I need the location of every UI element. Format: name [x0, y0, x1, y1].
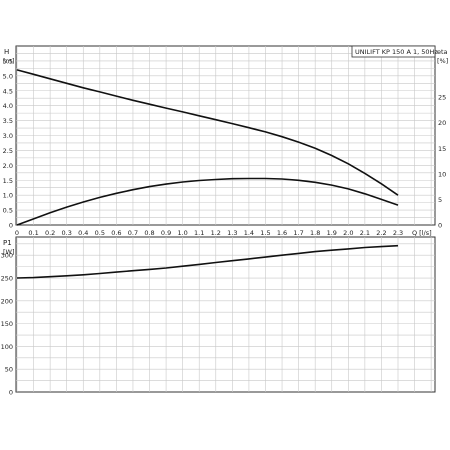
- flow-tick-label: 0.2: [45, 229, 55, 237]
- power-tick-label: 0: [9, 389, 13, 397]
- power-tick-label: 300: [1, 252, 13, 260]
- efficiency-tick-label: 5: [438, 196, 442, 204]
- flow-tick-label: 2.0: [343, 229, 353, 237]
- power-tick-label: 100: [1, 343, 13, 351]
- power-tick-label: 250: [1, 275, 13, 283]
- head-tick-label: 4.5: [3, 87, 13, 95]
- flow-tick-label: 1.4: [244, 229, 254, 237]
- head-efficiency-panel: 0 0.1 0.2 0.3 0.4 0.5 0.6 0.7 0.8 0.9 1.0 1.1 1.2 1.3…: [3, 45, 448, 237]
- efficiency-tick-label: 0: [438, 222, 442, 230]
- flow-tick-label: 1.1: [194, 229, 204, 237]
- flow-tick-label: 2.1: [360, 229, 370, 237]
- head-efficiency-grid: [16, 46, 435, 225]
- efficiency-curve: [16, 177, 399, 226]
- flow-tick-labels: 0 0.1 0.2 0.3 0.4 0.5 0.6 0.7 0.8 0.9 1.0 1.1 1.2 1.3…: [15, 229, 403, 237]
- power-tick-label: 50: [5, 366, 13, 374]
- flow-tick-label: 0: [15, 229, 19, 237]
- head-tick-label: 2.0: [3, 162, 13, 170]
- efficiency-tick-label: 20: [438, 119, 446, 127]
- flow-tick-label: 2.2: [376, 229, 386, 237]
- flow-tick-label: 1.9: [327, 229, 337, 237]
- power-tick-label: 200: [1, 297, 13, 305]
- head-tick-label: 0: [9, 222, 13, 230]
- head-tick-label: 0.5: [3, 207, 13, 215]
- head-curve: [16, 69, 399, 196]
- power-tick-label: 150: [1, 320, 13, 328]
- flow-tick-label: 0.4: [78, 229, 88, 237]
- efficiency-tick-label: 25: [438, 94, 446, 102]
- flow-tick-label: 0.8: [144, 229, 154, 237]
- efficiency-tick-label: 15: [438, 145, 446, 153]
- efficiency-tick-labels: 0 5 10 15 20 25: [438, 94, 446, 230]
- flow-tick-label: 0.6: [111, 229, 121, 237]
- head-tick-label: 2.5: [3, 147, 13, 155]
- chart-title: UNILIFT KP 150 A 1, 50Hz: [355, 48, 438, 56]
- flow-tick-label: 1.3: [227, 229, 237, 237]
- head-tick-label: 3.5: [3, 117, 13, 125]
- flow-tick-label: 0.5: [95, 229, 105, 237]
- chart-title-box: [351, 45, 436, 58]
- power-grid: [16, 237, 435, 392]
- efficiency-tick-label: 10: [438, 170, 446, 178]
- flow-tick-label: 1.2: [211, 229, 221, 237]
- flow-tick-label: 1.0: [177, 229, 187, 237]
- head-tick-label: 1.5: [3, 177, 13, 185]
- power-panel: 0 50 100 150 200 250 300 P1 [W]: [1, 236, 436, 397]
- flow-tick-label: 1.5: [260, 229, 270, 237]
- flow-tick-label: 2.3: [393, 229, 403, 237]
- head-axis-label: H: [4, 48, 9, 56]
- head-tick-label: 1.0: [3, 192, 13, 200]
- power-tick-labels: 0 50 100 150 200 250 300: [1, 252, 13, 397]
- flow-tick-label: 1.8: [310, 229, 320, 237]
- power-axis-label: P1: [3, 239, 12, 247]
- flow-tick-label: 0.3: [62, 229, 72, 237]
- head-tick-label: 4.0: [3, 102, 13, 110]
- power-axis-unit: [W]: [3, 248, 15, 256]
- flow-tick-label: 0.7: [128, 229, 138, 237]
- power-curve: [16, 244, 399, 279]
- efficiency-axis-label: eta: [437, 48, 448, 56]
- head-tick-labels: 0 0.5 1.0 1.5 2.0 2.5 3.0 3.5 4.0 4.5 5.0 5.5: [3, 57, 13, 229]
- efficiency-axis-unit: [%]: [437, 57, 448, 65]
- flow-axis-label: Q [l/s]: [412, 229, 432, 237]
- flow-tick-label: 1.6: [277, 229, 287, 237]
- head-tick-label: 5.0: [3, 72, 13, 80]
- flow-tick-label: 0.9: [161, 229, 171, 237]
- power-plot-frame: [15, 236, 436, 393]
- flow-tick-label: 1.7: [293, 229, 303, 237]
- flow-tick-label: 0.1: [28, 229, 38, 237]
- head-axis-unit: [m]: [3, 57, 14, 65]
- head-tick-label: 3.0: [3, 132, 13, 140]
- head-tick-label: 5.5: [3, 57, 13, 65]
